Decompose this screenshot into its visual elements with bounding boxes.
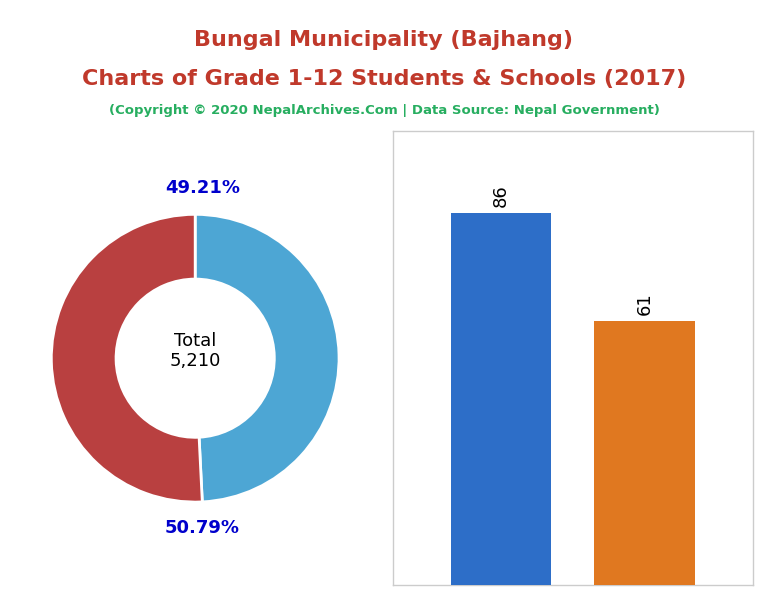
- Text: 86: 86: [492, 184, 510, 207]
- Text: 50.79%: 50.79%: [165, 519, 240, 537]
- Text: Bungal Municipality (Bajhang): Bungal Municipality (Bajhang): [194, 30, 574, 50]
- Text: (Copyright © 2020 NepalArchives.Com | Data Source: Nepal Government): (Copyright © 2020 NepalArchives.Com | Da…: [108, 104, 660, 118]
- Text: Charts of Grade 1-12 Students & Schools (2017): Charts of Grade 1-12 Students & Schools …: [82, 69, 686, 89]
- Text: 61: 61: [636, 293, 654, 315]
- Wedge shape: [195, 214, 339, 502]
- Bar: [594, 321, 695, 585]
- Wedge shape: [51, 214, 202, 502]
- Text: Total
5,210: Total 5,210: [170, 331, 221, 370]
- Text: 49.21%: 49.21%: [165, 180, 240, 198]
- Bar: [451, 214, 551, 585]
